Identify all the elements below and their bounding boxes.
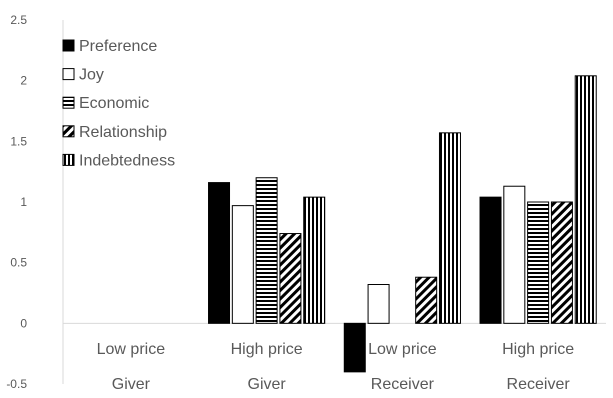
legend-label-relationship: Relationship [79, 124, 167, 141]
legend-swatch-relationship [62, 125, 75, 138]
category-label-line2: Receiver [507, 376, 571, 393]
bar-joy-3 [367, 284, 390, 324]
bar-economic-4 [527, 201, 550, 324]
bar-joy-4 [503, 185, 526, 324]
legend-swatch-joy [62, 68, 75, 81]
category-label-line1: Low price [97, 341, 166, 358]
category-label-line2: Receiver [371, 376, 435, 393]
bar-joy-2 [231, 205, 254, 324]
bar-relationship-2 [279, 233, 302, 324]
legend-swatch-preference [62, 39, 75, 52]
legend-label-economic: Economic [79, 95, 149, 112]
bar-indebtedness-3 [438, 132, 461, 324]
y-tick-label: 0 [20, 316, 27, 330]
legend-label-preference: Preference [79, 38, 157, 55]
bar-preference-3 [343, 322, 366, 373]
category-label-line1: High price [502, 341, 574, 358]
bar-preference-4 [479, 196, 502, 324]
bar-indebtedness-4 [574, 75, 597, 324]
y-tick-label: 2.5 [10, 13, 27, 27]
legend-label-indebtedness: Indebtedness [79, 152, 175, 169]
bar-preference-2 [208, 182, 231, 324]
bar-indebtedness-2 [303, 196, 326, 324]
category-label-line2: Giver [248, 376, 287, 393]
category-label-line1: Low price [368, 341, 437, 358]
y-tick-label: 1.5 [10, 134, 27, 148]
category-label-line2: Giver [112, 376, 151, 393]
category-label-line1: High price [231, 341, 303, 358]
y-tick-label: -0.5 [6, 377, 27, 391]
bar-economic-2 [255, 177, 278, 324]
y-tick-label: 0.5 [10, 256, 27, 270]
bar-relationship-4 [550, 201, 573, 324]
legend-label-joy: Joy [79, 67, 104, 84]
y-tick-label: 1 [20, 195, 27, 209]
bar-relationship-3 [415, 276, 438, 324]
legend-swatch-economic [62, 96, 75, 109]
y-tick-label: 2 [20, 74, 27, 88]
legend-swatch-indebtedness [62, 153, 75, 166]
